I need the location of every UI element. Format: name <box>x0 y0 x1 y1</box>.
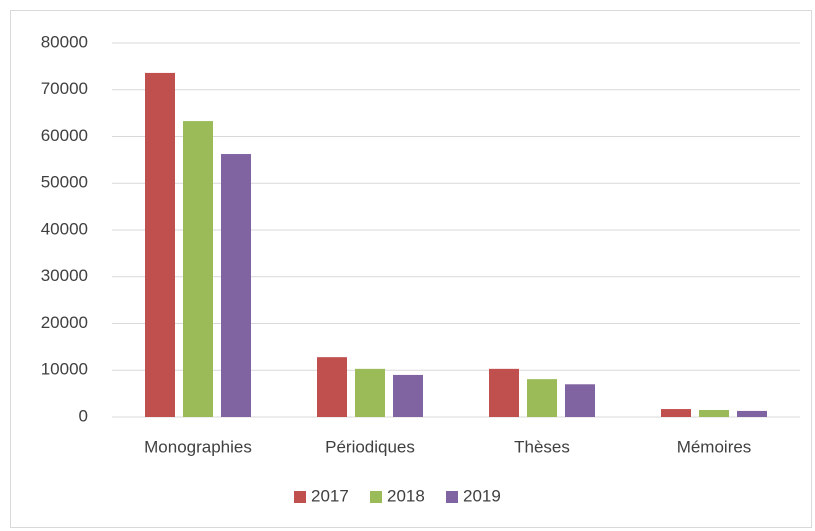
bar <box>737 410 767 417</box>
bar <box>393 374 423 417</box>
legend-swatch <box>370 491 382 503</box>
x-tick-label: Monographies <box>144 437 252 456</box>
bar <box>355 368 385 417</box>
bar <box>145 72 175 418</box>
bar <box>221 154 251 417</box>
legend-label: 2019 <box>463 486 501 505</box>
x-tick-label: Périodiques <box>325 437 415 456</box>
x-tick-label: Thèses <box>514 437 570 456</box>
y-tick-label: 70000 <box>41 79 88 98</box>
y-tick-label: 20000 <box>41 313 88 332</box>
y-tick-label: 50000 <box>41 173 88 192</box>
bar <box>183 121 213 417</box>
bar <box>527 379 557 417</box>
legend-label: 2017 <box>311 486 349 505</box>
bar <box>565 384 595 417</box>
y-tick-label: 80000 <box>41 32 88 51</box>
x-tick-label: Mémoires <box>677 437 752 456</box>
y-tick-label: 40000 <box>41 219 88 238</box>
bar <box>489 368 519 417</box>
chart-border <box>10 10 812 528</box>
bar <box>661 409 691 417</box>
y-tick-label: 30000 <box>41 266 88 285</box>
y-tick-label: 0 <box>79 406 88 425</box>
y-tick-label: 60000 <box>41 126 88 145</box>
bar <box>699 409 729 417</box>
y-tick-label: 10000 <box>41 360 88 379</box>
legend-swatch <box>294 491 306 503</box>
bar <box>317 357 347 417</box>
legend-label: 2018 <box>387 486 425 505</box>
legend-swatch <box>446 491 458 503</box>
